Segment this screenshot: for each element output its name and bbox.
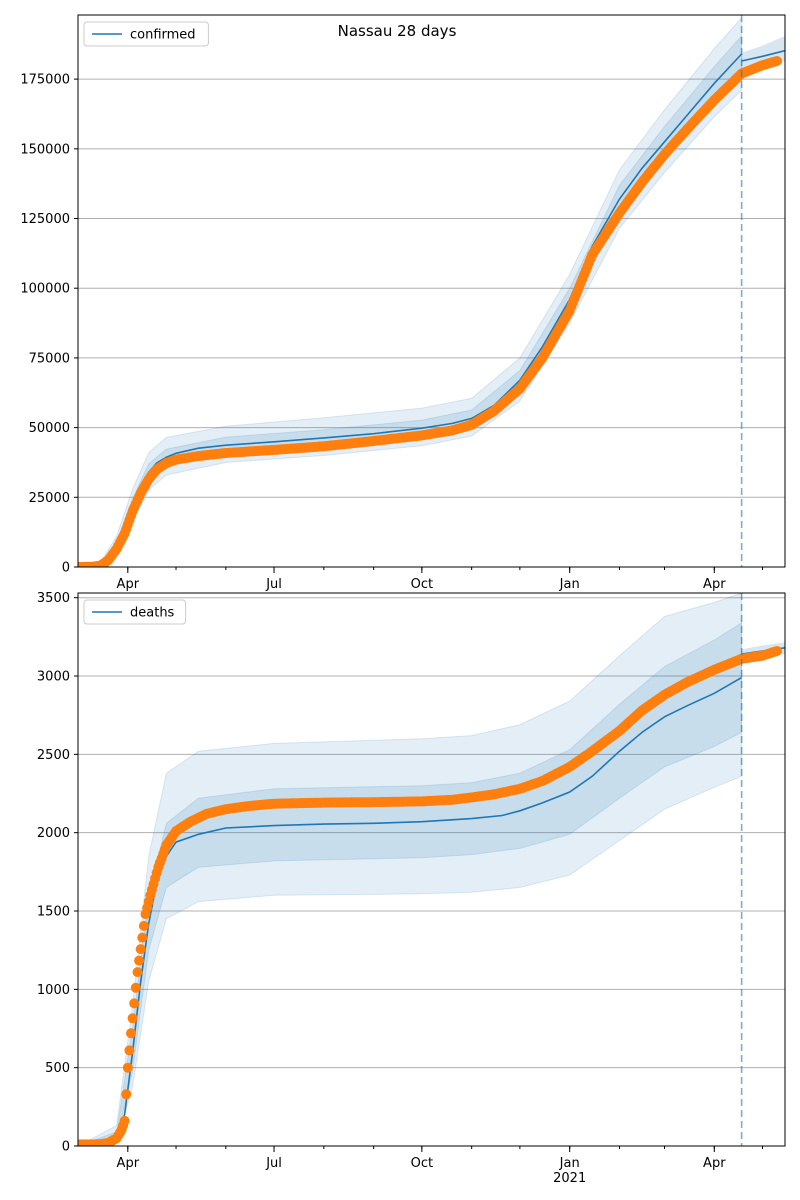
y-tick-label: 1500	[37, 905, 70, 920]
inner-uncertainty-band	[78, 34, 743, 567]
data-point	[124, 1045, 135, 1056]
data-point	[129, 998, 140, 1009]
y-tick-label: 50000	[29, 421, 70, 436]
y-tick-label: 3000	[37, 670, 70, 685]
data-point	[126, 1028, 136, 1039]
data-point	[134, 955, 145, 966]
outer-uncertainty-band	[78, 16, 743, 567]
legend-label: deaths	[130, 606, 175, 621]
data-point	[122, 1062, 133, 1073]
legend: confirmed	[83, 21, 209, 47]
data-point	[132, 967, 143, 978]
x-tick-label: Jul	[265, 1156, 282, 1171]
y-tick-label: 3500	[37, 591, 70, 606]
deaths-panel: 0 500 1000 1500 2000 2500 3000 3500 Apr Jul Oct Jan…	[37, 591, 786, 1186]
plot-area	[78, 16, 785, 567]
y-tick-label: 150000	[20, 142, 70, 157]
legend-box	[83, 599, 187, 625]
legend-label: confirmed	[130, 28, 196, 43]
axes-frame	[77, 14, 786, 568]
data-point	[135, 944, 146, 955]
y-tick-label: 0	[62, 561, 70, 576]
y-tick-label: 1000	[37, 983, 70, 998]
data-point	[121, 1089, 132, 1100]
x-tick-label: Apr	[703, 577, 726, 592]
x-tick-label: Jul	[265, 577, 282, 592]
y-tick-label: 500	[45, 1061, 70, 1076]
legend-box	[83, 21, 209, 47]
data-point	[138, 920, 149, 931]
data-point	[127, 1013, 138, 1024]
legend: deaths	[83, 599, 187, 625]
y-tick-label: 175000	[20, 73, 70, 88]
y-tick-label: 25000	[29, 491, 70, 506]
x-tick-label: Oct	[411, 1156, 433, 1171]
confirmed-panel: 0 25000 50000 75000 100000 125000 150000 175000…	[20, 14, 786, 592]
data-point	[771, 56, 782, 66]
x-tick-label: Oct	[411, 577, 433, 592]
axes-frame	[77, 592, 786, 1147]
y-tick-label: 125000	[20, 212, 70, 227]
y-tick-label: 2500	[37, 748, 70, 763]
y-tick-label: 2000	[37, 826, 70, 841]
data-point	[130, 982, 141, 993]
x-tick-label: Apr	[117, 1156, 140, 1171]
data-point	[119, 1115, 130, 1126]
chart-title: Nassau 28 days	[338, 22, 457, 40]
forecast-line	[741, 49, 785, 62]
model-line	[78, 53, 743, 567]
y-tick-label: 75000	[29, 351, 70, 366]
y-tick-label: 100000	[20, 282, 70, 297]
x-tick-label: Jan	[559, 1156, 580, 1171]
x-tick-sublabel: 2021	[553, 1171, 586, 1186]
data-point	[137, 932, 148, 943]
x-tick-label: Apr	[117, 577, 140, 592]
y-tick-label: 0	[62, 1140, 70, 1155]
x-tick-label: Apr	[703, 1156, 726, 1171]
plot-area	[78, 593, 785, 1146]
x-tick-label: Jan	[559, 577, 580, 592]
data-point	[771, 645, 782, 656]
